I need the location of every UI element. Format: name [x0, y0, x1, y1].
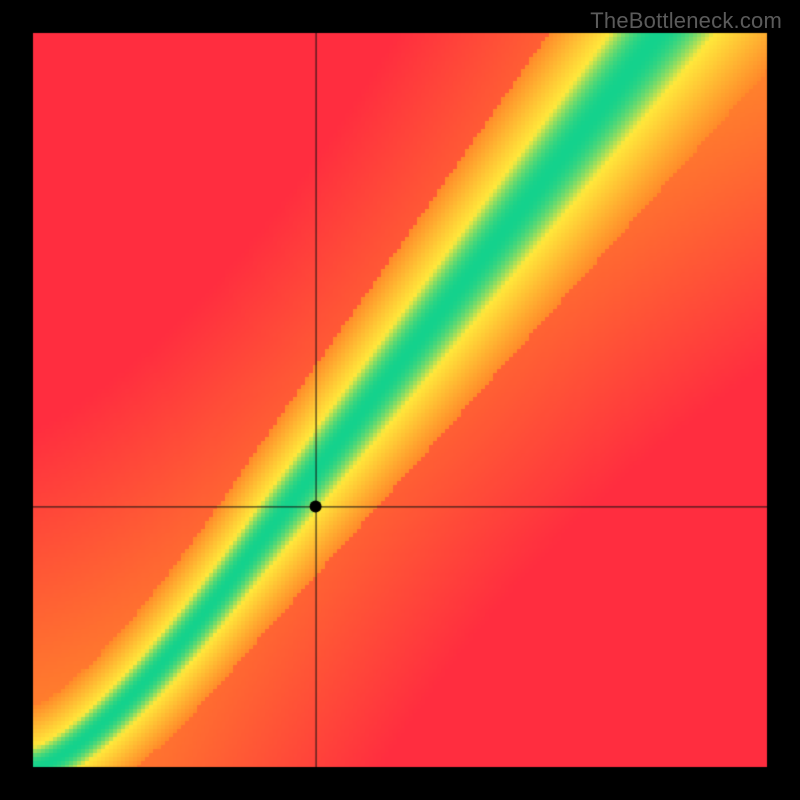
watermark-text: TheBottleneck.com	[590, 8, 782, 34]
heatmap-canvas	[0, 0, 800, 800]
chart-container: TheBottleneck.com	[0, 0, 800, 800]
